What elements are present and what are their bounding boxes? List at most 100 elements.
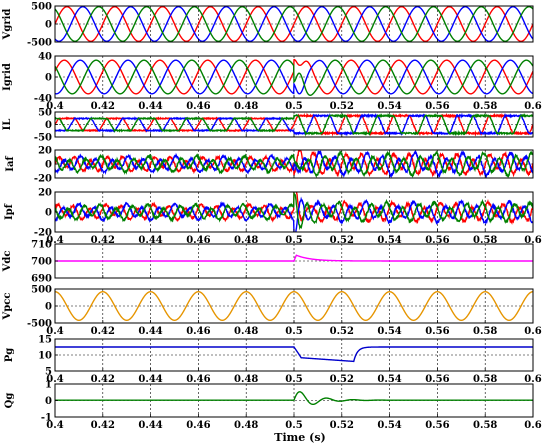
x-tick-label: 0.4	[46, 326, 63, 337]
y-tick-label: 0	[45, 120, 52, 131]
y-tick-label: 40	[38, 52, 52, 63]
y-tick-label: -500	[27, 38, 52, 49]
x-tick-label: 0.52	[330, 326, 354, 337]
x-tick-label: 0.5	[285, 101, 302, 112]
x-tick-label: 0.58	[473, 420, 497, 431]
y-tick-label: -50	[34, 133, 52, 144]
x-tick-label: 0.46	[186, 374, 210, 385]
y-axis-label: Ipf	[4, 203, 15, 220]
x-tick-label: 0.52	[330, 235, 354, 246]
series-line-3	[55, 6, 533, 42]
y-tick-label: 5	[45, 367, 52, 378]
y-tick-label: -1	[41, 413, 52, 424]
x-tick-label: 0.48	[234, 420, 258, 431]
x-tick-label: 0.6	[524, 235, 541, 246]
x-tick-label: 0.4	[46, 235, 63, 246]
x-tick-label: 0.44	[138, 101, 162, 112]
x-tick-label: 0.42	[91, 326, 115, 337]
y-tick-label: 20	[38, 188, 52, 199]
x-axis-label: Time (s)	[274, 431, 325, 444]
y-tick-label: 500	[31, 285, 52, 296]
y-tick-label: -20	[34, 228, 52, 239]
y-tick-label: -40	[34, 94, 52, 105]
series-line-2	[55, 59, 533, 95]
x-tick-label: 0.5	[285, 420, 302, 431]
x-tick-label: 0.56	[425, 235, 449, 246]
y-axis-label: Qg	[4, 393, 15, 409]
x-tick-label: 0.56	[425, 374, 449, 385]
x-tick-label: 0.48	[234, 374, 258, 385]
x-tick-label: 0.42	[91, 101, 115, 112]
x-tick-label: 0.52	[330, 101, 354, 112]
panel-9: -1 0 1 0.4 0.42 0.44 0.46 0.48 0.5 0.52 0.54 0.56 0.…	[4, 380, 542, 432]
y-axis-label: Iaf	[5, 156, 16, 172]
y-tick-label: 0	[45, 20, 52, 31]
x-tick-label: 0.46	[186, 101, 210, 112]
y-tick-label: 50	[38, 108, 52, 119]
x-tick-label: 0.56	[425, 326, 449, 337]
series-line-1	[55, 254, 533, 262]
y-tick-label: 0	[45, 73, 52, 84]
series-line-1	[55, 112, 533, 137]
x-tick-label: 0.5	[285, 374, 302, 385]
series-line-1	[55, 346, 533, 363]
x-tick-label: 0.58	[473, 326, 497, 337]
y-tick-label: 1	[45, 380, 52, 391]
x-tick-label: 0.42	[91, 420, 115, 431]
x-tick-label: 0.44	[138, 420, 162, 431]
y-axis-label: Igrid	[2, 63, 13, 91]
panel-2: -40 0 40 0.4 0.42 0.44 0.46 0.48 0.5 0.52 0.54 0.56…	[2, 52, 542, 113]
series-line-3	[55, 192, 533, 231]
series-line-1	[55, 6, 533, 42]
x-tick-label: 0.52	[330, 420, 354, 431]
x-tick-label: 0.48	[234, 326, 258, 337]
y-tick-label: 500	[31, 2, 52, 13]
y-tick-label: -20	[34, 174, 52, 185]
y-axis-label: Pg	[4, 348, 15, 363]
y-axis-label: Vdc	[2, 251, 13, 273]
y-tick-label: 0	[45, 302, 52, 313]
y-axis-label: IL	[2, 119, 13, 131]
y-tick-label: 0	[45, 160, 52, 171]
x-tick-label: 0.5	[285, 326, 302, 337]
y-axis-label: Vgrid	[2, 9, 13, 41]
panel-4: -20 0 20 Iaf	[5, 146, 534, 185]
x-tick-label: 0.56	[425, 420, 449, 431]
x-tick-label: 0.58	[473, 235, 497, 246]
series-line-3	[55, 150, 533, 178]
series-line-1	[55, 391, 533, 406]
y-tick-label: 10	[38, 351, 52, 362]
series-line-3	[55, 59, 533, 96]
series-line-1	[55, 291, 533, 321]
y-tick-label: 700	[31, 257, 52, 268]
x-tick-label: 0.6	[524, 326, 541, 337]
x-tick-label: 0.54	[377, 326, 401, 337]
x-tick-label: 0.48	[234, 101, 258, 112]
series-line-2	[55, 6, 533, 42]
x-tick-label: 0.42	[91, 374, 115, 385]
x-tick-label: 0.5	[285, 235, 302, 246]
x-tick-label: 0.58	[473, 101, 497, 112]
x-tick-label: 0.48	[234, 235, 258, 246]
x-tick-label: 0.52	[330, 374, 354, 385]
x-tick-label: 0.58	[473, 374, 497, 385]
panel-6: 690 700 710 Vdc	[2, 240, 534, 285]
x-tick-label: 0.44	[138, 326, 162, 337]
y-tick-label: 0	[45, 208, 52, 219]
y-tick-label: 20	[38, 146, 52, 157]
y-tick-label: 690	[31, 274, 52, 285]
x-tick-label: 0.54	[377, 101, 401, 112]
y-tick-label: 0	[45, 396, 52, 407]
panel-8: 5 10 15 0.4 0.42 0.44 0.46 0.48 0.5 0.52 0.54 0.56 0…	[4, 335, 542, 386]
x-tick-label: 0.46	[186, 326, 210, 337]
x-tick-label: 0.44	[138, 374, 162, 385]
y-tick-label: 15	[38, 335, 52, 346]
series-line-2	[55, 112, 533, 137]
x-tick-label: 0.46	[186, 235, 210, 246]
x-tick-label: 0.46	[186, 420, 210, 431]
series-line-2	[55, 150, 533, 178]
y-axis-label: Vpcc	[2, 293, 13, 321]
x-tick-label: 0.6	[524, 101, 541, 112]
